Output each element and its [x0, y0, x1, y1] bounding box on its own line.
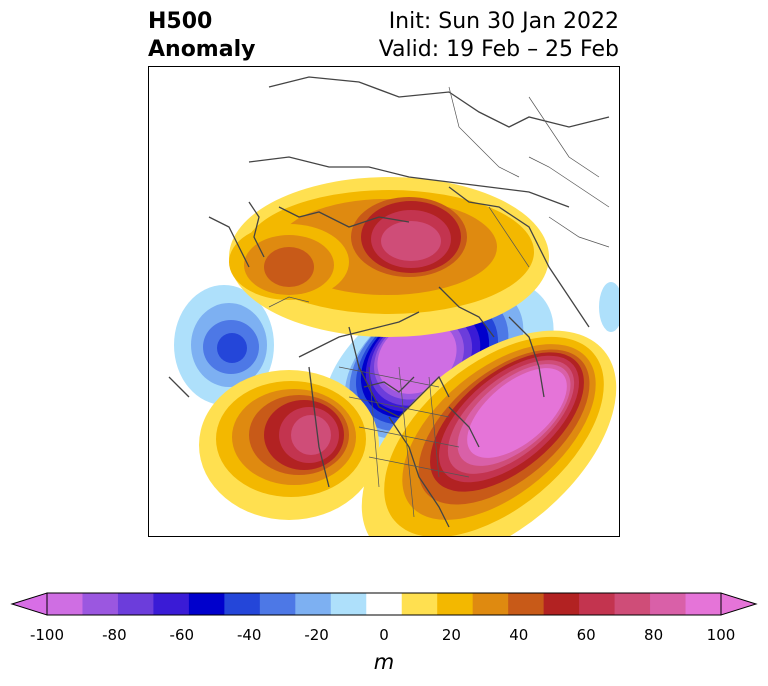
- anomaly-map: [148, 66, 620, 537]
- anomaly-map-svg: [168, 76, 619, 536]
- colorbar-tick-label: 80: [644, 626, 664, 644]
- colorbar-cell: [508, 593, 545, 615]
- colorbar-cell: [82, 593, 119, 615]
- title-variable: H500: [148, 9, 213, 34]
- colorbar-cell: [437, 593, 474, 615]
- colorbar-cell: [153, 593, 190, 615]
- colorbar-cell: [366, 593, 403, 615]
- ridge-western-europe: [199, 370, 379, 520]
- title-anomaly: Anomaly: [148, 37, 256, 62]
- colorbar-cells: [47, 593, 722, 615]
- ridge-north-atlantic: [361, 330, 617, 536]
- colorbar-cell: [472, 593, 509, 615]
- colorbar: [10, 592, 758, 616]
- colorbar-cell: [330, 593, 367, 615]
- colorbar-tick-label: -60: [169, 626, 195, 644]
- colorbar-tick-label: 60: [576, 626, 596, 644]
- colorbar-cell: [224, 593, 261, 615]
- colorbar-units: m: [373, 650, 395, 674]
- colorbar-cell: [259, 593, 296, 615]
- colorbar-cell: [295, 593, 332, 615]
- colorbar-cell: [401, 593, 438, 615]
- colorbar-cell: [543, 593, 580, 615]
- colorbar-over-arrow: [720, 592, 758, 616]
- colorbar-cell: [47, 593, 83, 615]
- colorbar-tick-label: -100: [29, 626, 65, 644]
- init-date: Init: Sun 30 Jan 2022: [388, 9, 619, 34]
- colorbar-tick-label: -40: [236, 626, 262, 644]
- colorbar-tick-label: -80: [102, 626, 127, 644]
- colorbar-under-arrow: [10, 592, 48, 616]
- colorbar-tick-label: 20: [441, 626, 461, 644]
- valid-range: Valid: 19 Feb – 25 Feb: [378, 37, 619, 62]
- colorbar-cell: [579, 593, 616, 615]
- coastlines: [168, 76, 610, 528]
- trough-north-pacific: [174, 285, 274, 405]
- colorbar-cell: [650, 593, 687, 615]
- trough-east-edge: [599, 282, 619, 332]
- ridge-alaska-yukon: [229, 224, 349, 300]
- colorbar-tick-label: 100: [706, 626, 736, 644]
- title-right: Init: Sun 30 Jan 2022 Valid: 19 Feb – 25…: [379, 8, 619, 64]
- colorbar-cell: [614, 593, 651, 615]
- title-left: H500 Anomaly: [148, 8, 255, 64]
- colorbar-cell: [685, 593, 722, 615]
- colorbar-tick-label: 40: [509, 626, 529, 644]
- colorbar-tick-label: -20: [304, 626, 329, 644]
- colorbar-cell: [188, 593, 225, 615]
- borders: [268, 86, 610, 518]
- colorbar-cell: [117, 593, 154, 615]
- colorbar-tick-label: 0: [379, 626, 389, 644]
- colorbar-frame: [46, 592, 722, 616]
